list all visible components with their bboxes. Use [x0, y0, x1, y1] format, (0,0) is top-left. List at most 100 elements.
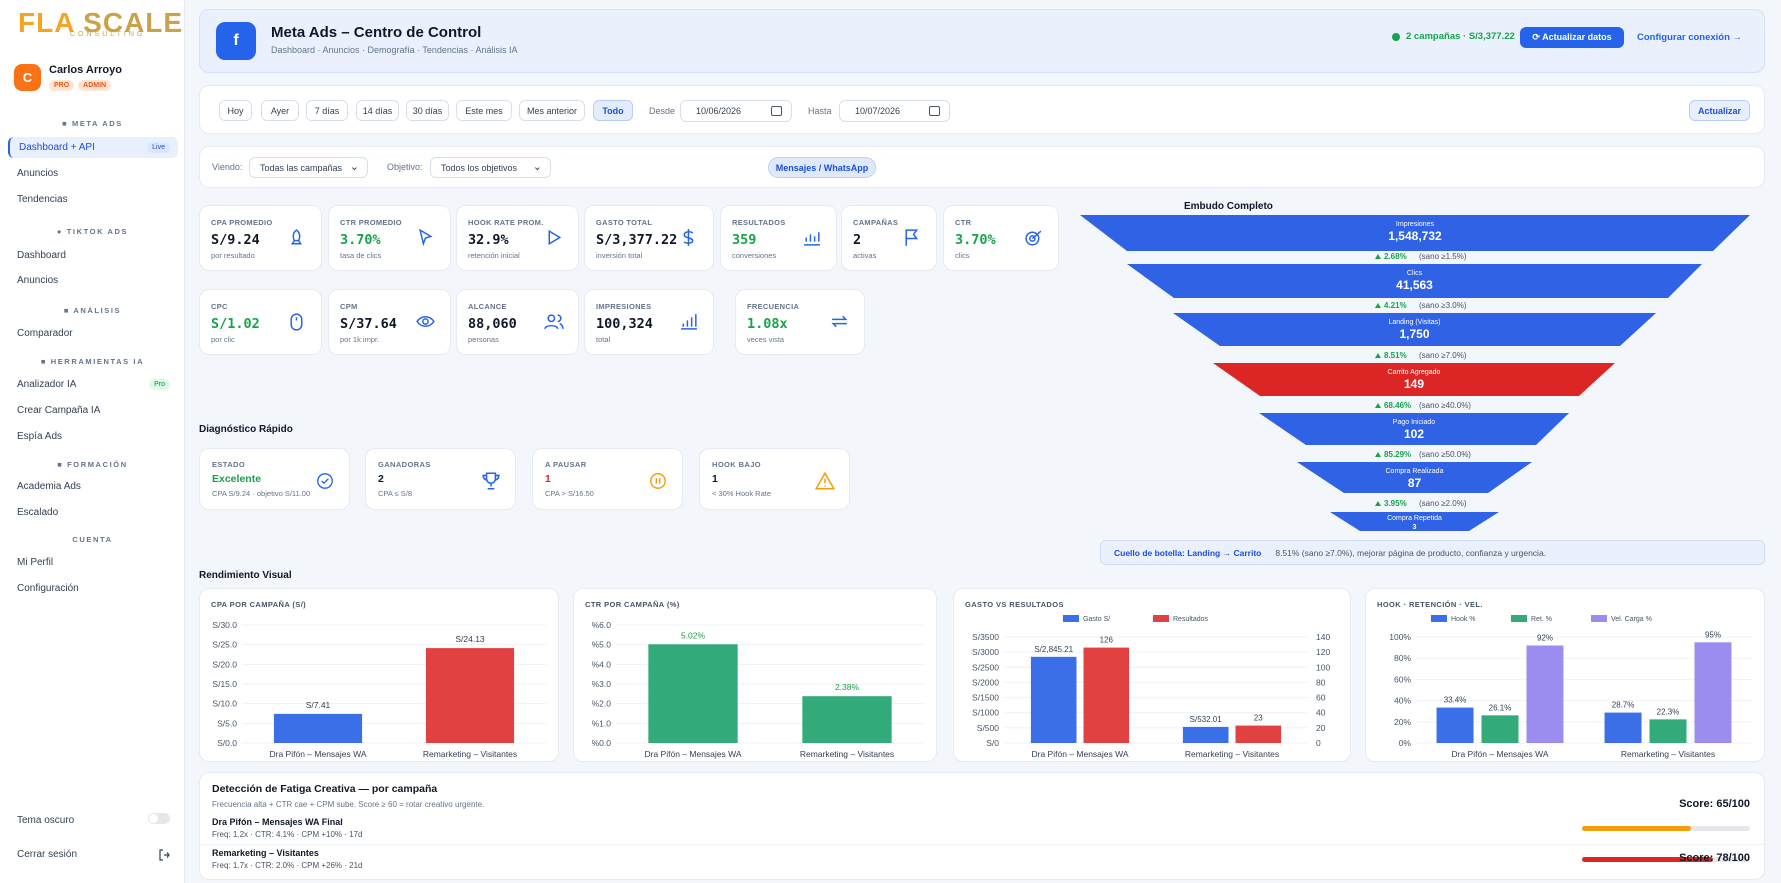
page-title: Meta Ads – Centro de Control [271, 24, 482, 41]
funnel-stage-label: Clics [1407, 270, 1423, 277]
bar-value-label: 26.1% [1489, 703, 1512, 712]
sidebar-item-mi-perfil[interactable]: Mi Perfil [17, 557, 54, 568]
diagnostic-label: A PAUSAR [545, 460, 587, 469]
repeat-icon [831, 315, 848, 328]
kpi-value: 3.70% [955, 232, 996, 248]
kpi-label: CPA PROMEDIO [211, 218, 273, 227]
arrow-up-icon [1375, 254, 1381, 259]
funnel-rate-note: (sano ≥2.0%) [1419, 499, 1467, 508]
filter-ayer[interactable]: Ayer [261, 100, 299, 121]
funnel-rate-pct: 3.95% [1384, 499, 1407, 508]
funnel-rate: 85.29% (sano ≥50.0%) [1375, 450, 1471, 459]
funnel-stage-label: Pago Iniciado [1393, 419, 1436, 426]
kpi-label: CPM [340, 302, 358, 311]
users-icon [544, 314, 564, 330]
pro-tag: Pro [149, 379, 170, 390]
facebook-icon: f [216, 22, 256, 60]
bar [1694, 642, 1732, 743]
bar-value-label: S/24.13 [455, 634, 485, 644]
fatigue-subtitle: Frecuencia alta + CTR cae + CPM sube. Sc… [212, 800, 485, 809]
kpi-value: S/1.02 [211, 316, 260, 332]
diagnostic-title: Diagnóstico Rápido [199, 424, 293, 435]
chart-title: CPA POR CAMPAÑA (S/) [211, 600, 307, 609]
y-tick-label: S/2000 [972, 677, 999, 687]
y-tick-label: 40% [1394, 696, 1411, 706]
kpi-label: ALCANCE [468, 302, 507, 311]
y-tick-label: 0% [1399, 738, 1412, 748]
sidebar-item-tiktok-anuncios[interactable]: Anuncios [17, 275, 59, 286]
sidebar-item-tendencias[interactable]: Tendencias [17, 194, 68, 205]
kpi-label: CPC [211, 302, 228, 311]
logout-button[interactable]: Cerrar sesión [8, 844, 178, 865]
filter-30-dias[interactable]: 30 días [406, 100, 449, 121]
diagnostic-card: GANADORAS 2 CPA ≤ S/8 [365, 448, 516, 510]
x-tick-label: Dra Pifón – Mensajes WA [1032, 749, 1129, 759]
sidebar-item-configuracion[interactable]: Configuración [17, 583, 79, 594]
kpi-sub: total [596, 335, 611, 344]
chart-card: GASTO VS RESULTADOS S/0 S/500 S/1000 S/1500 S… [953, 588, 1351, 762]
refresh-data-button[interactable]: ⟳ Actualizar datos [1520, 27, 1624, 48]
live-tag: Live [147, 142, 170, 153]
y-tick-label: S/0.0 [217, 738, 237, 748]
objective-select[interactable]: Todos los objetivos [430, 157, 551, 178]
y-tick-label: S/500 [977, 723, 999, 733]
brand-logo[interactable]: FLA SCALE [18, 7, 184, 38]
bar [1649, 719, 1687, 743]
apply-filter-button[interactable]: Actualizar [1689, 100, 1750, 121]
dark-mode-label: Tema oscuro [17, 815, 75, 826]
configure-connection-link[interactable]: Configurar conexión → [1637, 32, 1743, 43]
y2-tick-label: 140 [1316, 632, 1330, 642]
bar-value-label: 23 [1254, 714, 1263, 723]
sidebar-item-anuncios[interactable]: Anuncios [17, 168, 59, 179]
diagnostic-card: HOOK BAJO 1 < 30% Hook Rate [699, 448, 850, 510]
diagnostic-value: 2 [378, 473, 384, 485]
kpi-card: HOOK RATE PROM. 32.9% retención inicial [456, 205, 579, 271]
bar [425, 648, 515, 743]
kpi-card: GASTO TOTAL S/3,377.22 inversión total [584, 205, 714, 271]
filter-mes-anterior[interactable]: Mes anterior [519, 100, 585, 121]
sidebar-item-espia-ads[interactable]: Espía Ads [17, 431, 63, 442]
user-card[interactable]: C Carlos Arroyo PRO ADMIN [14, 64, 122, 91]
bar-value-label: S/532.01 [1190, 715, 1223, 724]
chart-svg: S/0 S/500 S/1000 S/1500 S/2000 S/2500 S/3000 S/… [972, 615, 1330, 759]
arrow-up-icon [1375, 452, 1381, 457]
bar [1436, 707, 1474, 743]
legend-item: Vel. Carga % [1591, 615, 1652, 623]
fatigue-score-bar [1582, 857, 1750, 862]
diagnostic-value: Excelente [212, 473, 262, 485]
from-date-input[interactable]: 10/06/2026 [680, 100, 792, 122]
section-cuenta: CUENTA [72, 535, 113, 544]
to-date-input[interactable]: 10/07/2026 [839, 100, 950, 122]
sidebar-item-analizador-ia[interactable]: Analizador IA Pro [8, 374, 178, 395]
to-label: Hasta [808, 106, 832, 116]
objective-pill-whatsapp[interactable]: Mensajes / WhatsApp [768, 157, 876, 178]
funnel-stage-label: Compra Repetida [1387, 515, 1442, 522]
y-tick-label: %2.0 [592, 699, 612, 709]
kpi-value: 3.70% [340, 232, 381, 248]
bar [1030, 656, 1077, 743]
bar [1182, 726, 1229, 743]
campaign-select[interactable]: Todas las campañas [249, 157, 368, 178]
fatigue-row-name: Remarketing – Visitantes [212, 848, 319, 858]
sidebar-item-dashboard-api[interactable]: Dashboard + API Live [8, 137, 178, 158]
sidebar-item-tiktok-dashboard[interactable]: Dashboard [17, 250, 66, 261]
kpi-label: CAMPAÑAS [853, 218, 899, 227]
kpi-value: S/37.64 [340, 316, 397, 332]
y2-tick-label: 0 [1316, 738, 1321, 748]
legend-label: Hook % [1451, 616, 1476, 623]
funnel-title: Embudo Completo [1184, 201, 1273, 212]
sidebar-item-comparador[interactable]: Comparador [17, 328, 73, 339]
diagnostic-label: HOOK BAJO [712, 460, 762, 469]
filter-7-dias[interactable]: 7 días [306, 100, 348, 121]
filter-14-dias[interactable]: 14 días [356, 100, 399, 121]
filter-hoy[interactable]: Hoy [219, 100, 252, 121]
dark-mode-toggle[interactable] [148, 813, 170, 824]
filter-este-mes[interactable]: Este mes [456, 100, 512, 121]
y-tick-label: S/1500 [972, 693, 999, 703]
sidebar-item-academia-ads[interactable]: Academia Ads [17, 481, 81, 492]
sidebar-item-crear-campana-ia[interactable]: Crear Campaña IA [17, 405, 101, 416]
y-tick-label: %0.0 [592, 738, 612, 748]
sidebar-item-escalado[interactable]: Escalado [17, 507, 59, 518]
filter-todo[interactable]: Todo [593, 100, 633, 121]
funnel-stage-value: 102 [1404, 427, 1424, 441]
